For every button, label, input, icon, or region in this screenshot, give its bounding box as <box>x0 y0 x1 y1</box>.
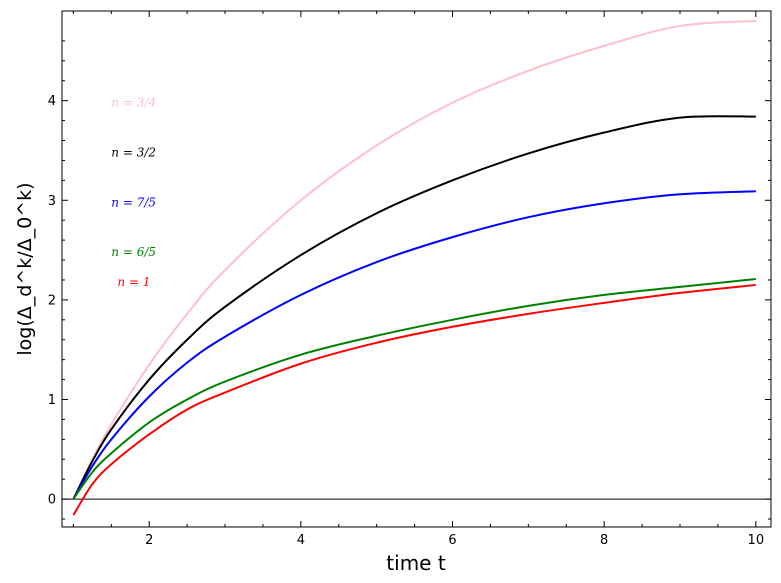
series-annotation: n = 7/5 <box>111 195 156 209</box>
plot-background <box>62 11 771 527</box>
series-line-4 <box>72 283 756 516</box>
series-line-0 <box>72 19 756 500</box>
x-tick-label: 2 <box>145 533 153 548</box>
y-tick-label: 0 <box>48 493 56 508</box>
y-axis-label: log(Δ_d^k/Δ_0^k) <box>14 182 36 355</box>
y-tick-label: 2 <box>48 293 56 308</box>
y-tick-label: 4 <box>48 94 56 109</box>
series-annotation: n = 3/2 <box>111 145 156 159</box>
x-tick-label: 8 <box>600 533 608 548</box>
y-tick-label: 1 <box>48 393 56 408</box>
series-line-3 <box>72 277 756 500</box>
plot-frame <box>61 10 772 528</box>
x-axis-label: time t <box>386 551 446 575</box>
series-annotation: n = 6/5 <box>111 245 156 259</box>
annotation-layer: n = 3/4 n = 3/2 n = 7/5 n = 6/5 n = 1 <box>111 96 156 289</box>
series-annotation: n = 3/4 <box>111 96 156 110</box>
tick-layer: 2 4 6 8 10 0 1 2 3 4 <box>48 11 771 548</box>
series-annotation: n = 1 <box>117 275 150 289</box>
x-tick-label: 10 <box>748 533 765 548</box>
series-layer <box>72 19 756 516</box>
x-tick-label: 6 <box>448 533 456 548</box>
series-line-1 <box>72 115 756 500</box>
y-tick-label: 3 <box>48 194 56 209</box>
series-line-2 <box>72 190 756 500</box>
x-tick-label: 4 <box>297 533 305 548</box>
